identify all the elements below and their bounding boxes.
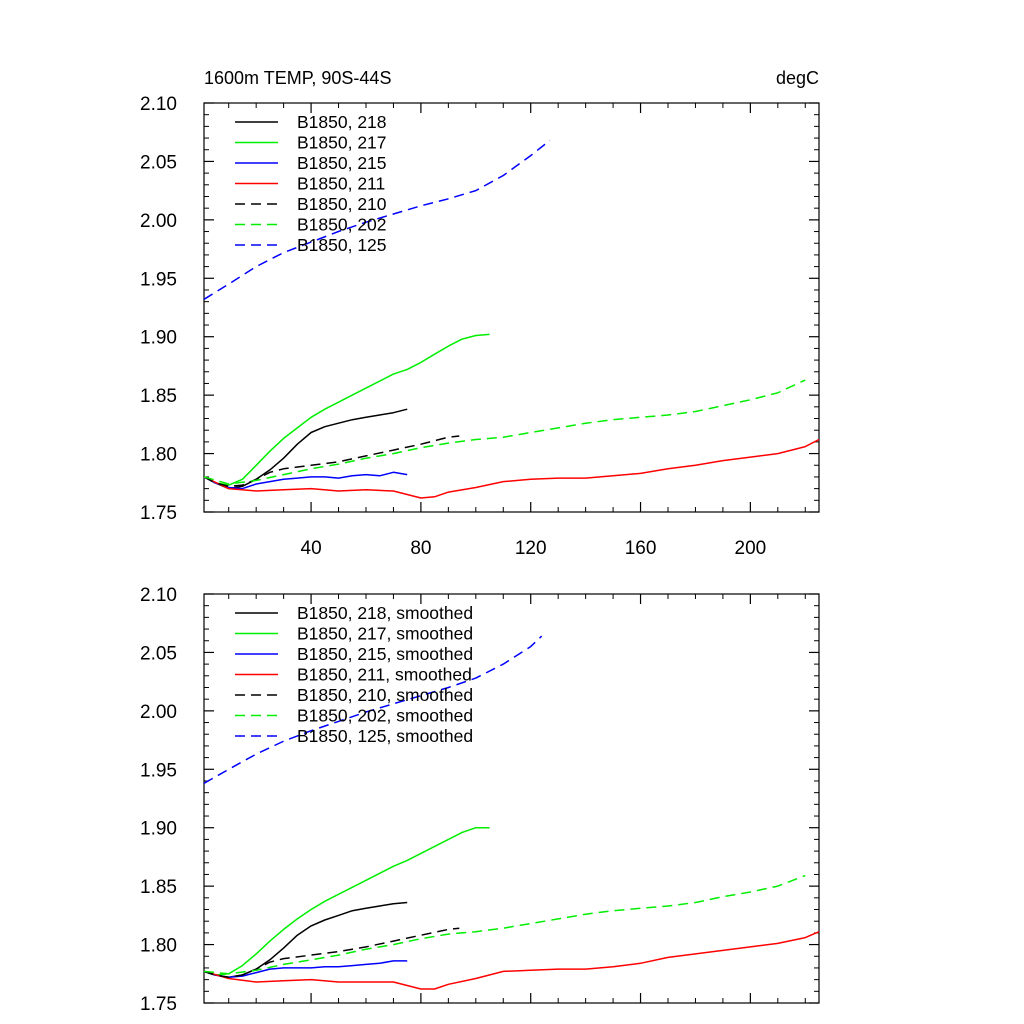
legend-label: B1850, 125, smoothed: [297, 726, 473, 746]
plot-frame: [203, 102, 820, 513]
chart-units-label: degC: [776, 68, 819, 88]
legend-label: B1850, 215: [297, 153, 387, 173]
series-line: [203, 471, 408, 490]
series-line: [203, 139, 551, 300]
y-tick-label: 1.90: [140, 328, 177, 349]
legend-label: B1850, 215, smoothed: [297, 644, 473, 664]
y-tick-label: 2.10: [140, 585, 177, 606]
series-line: [203, 379, 806, 485]
y-tick-label: 2.10: [140, 94, 177, 115]
chart-title: 1600m TEMP, 90S-44S: [204, 68, 391, 88]
x-tick-label: 80: [410, 538, 431, 559]
legend-label: B1850, 218, smoothed: [297, 603, 473, 623]
y-tick-label: 1.90: [140, 819, 177, 840]
x-tick-label: 160: [625, 538, 657, 559]
legend-label: B1850, 217, smoothed: [297, 624, 473, 644]
y-tick-label: 2.00: [140, 702, 177, 723]
y-tick-label: 1.85: [140, 386, 177, 407]
y-tick-label: 1.80: [140, 445, 177, 466]
y-tick-label: 1.95: [140, 760, 177, 781]
legend-label: B1850, 125: [297, 235, 387, 255]
legend-label: B1850, 210: [297, 194, 387, 214]
series-line: [203, 635, 543, 784]
x-tick-label: 40: [301, 538, 322, 559]
series-line: [203, 931, 820, 990]
y-tick-label: 1.95: [140, 269, 177, 290]
series-line: [203, 927, 460, 979]
series-line: [203, 826, 490, 976]
x-tick-label: 120: [515, 538, 547, 559]
y-tick-label: 2.05: [140, 152, 177, 173]
top-panel: 1600m TEMP, 90S-44S degC 40 80 120 160 200 1.…: [140, 68, 820, 559]
legend-label: B1850, 211, smoothed: [297, 665, 472, 685]
legend-label: B1850, 202: [297, 215, 387, 235]
legend-label: B1850, 210, smoothed: [297, 685, 473, 705]
legend-label: B1850, 217: [297, 133, 387, 153]
plot-frame: [203, 593, 820, 1004]
y-tick-label: 2.05: [140, 643, 177, 664]
series-line: [203, 874, 806, 975]
series-line: [203, 435, 460, 488]
series-line: [203, 438, 820, 499]
legend-label: B1850, 211: [297, 174, 385, 194]
y-tick-label: 2.00: [140, 211, 177, 232]
y-tick-label: 1.85: [140, 877, 177, 898]
legend-label: B1850, 218: [297, 112, 387, 132]
bottom-panel: 1.75 1.80 1.85 1.90 1.95 2.00 2.05 2.10 B1850, 2…: [140, 585, 820, 1015]
y-tick-label: 1.80: [140, 936, 177, 957]
x-tick-label: 200: [735, 538, 767, 559]
y-tick-label: 1.75: [140, 503, 177, 524]
legend-label: B1850, 202, smoothed: [297, 706, 473, 726]
series-line: [203, 333, 490, 486]
y-tick-label: 1.75: [140, 994, 177, 1015]
